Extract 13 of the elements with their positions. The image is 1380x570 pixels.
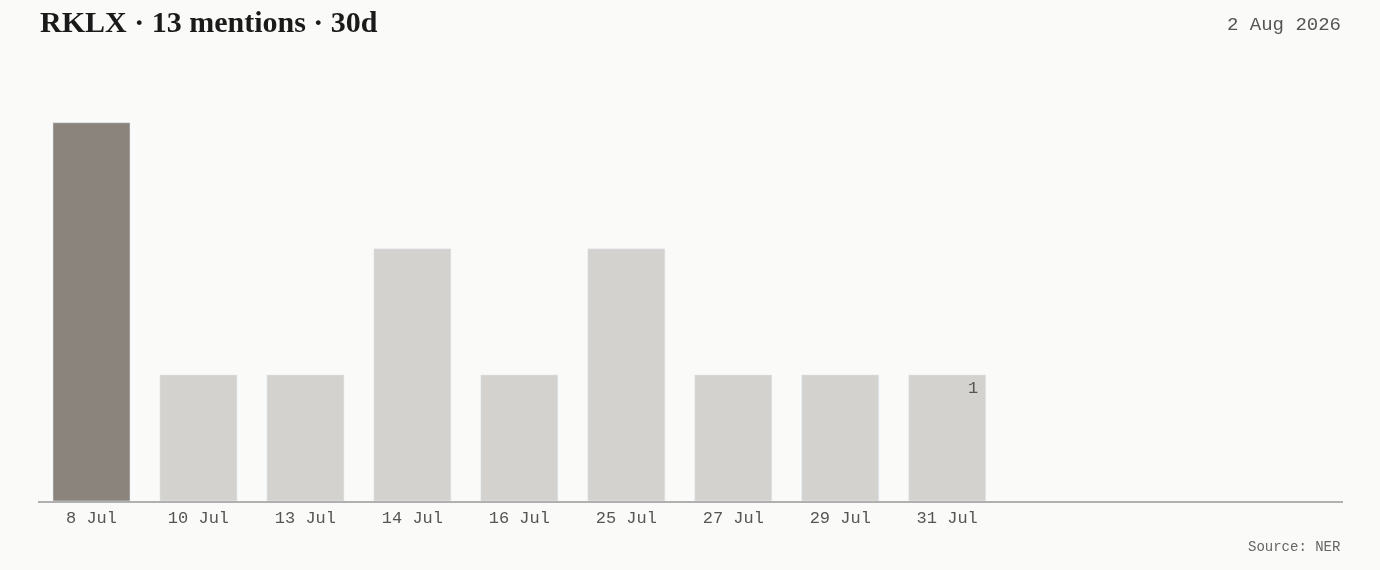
x-tick-label: 8 Jul xyxy=(65,509,117,529)
x-tick-label: 27 Jul xyxy=(702,509,764,529)
data-label: 1 xyxy=(968,379,979,398)
chart-title: RKLX · 13 mentions · 30d xyxy=(40,5,378,38)
x-tick-label: 16 Jul xyxy=(488,509,550,529)
x-tick-label: 31 Jul xyxy=(916,509,978,529)
x-tick-label: 14 Jul xyxy=(381,509,443,529)
x-tick-label: 25 Jul xyxy=(595,509,657,529)
source-note: Source: NER xyxy=(1248,539,1342,555)
x-tick-label: 29 Jul xyxy=(809,509,871,529)
x-tick-label: 10 Jul xyxy=(167,509,230,529)
chart-subtitle: 2 Aug 2026 xyxy=(1227,14,1342,36)
x-tick-label: 13 Jul xyxy=(274,509,337,529)
